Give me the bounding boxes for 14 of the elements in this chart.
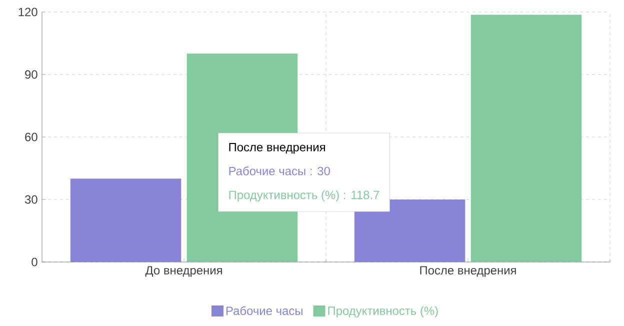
bar — [70, 178, 182, 262]
annotation: Рабочие часы : 30 — [229, 166, 330, 176]
y-tick-label: 120 — [18, 8, 38, 16]
y-tick-label: 90 — [25, 70, 38, 79]
bar — [470, 14, 582, 262]
y-tick-label: 30 — [24, 195, 38, 204]
y-tick-label: 60 — [25, 132, 38, 142]
y-tick-label: 0 — [32, 258, 38, 266]
annotation: Продуктивность (%) : 118.7 — [229, 190, 380, 202]
annotation: После внедрения — [229, 143, 325, 154]
legend-label: Рабочие часы — [226, 306, 302, 316]
legend-label: Продуктивность (%) — [328, 306, 438, 318]
x-tick-label: До внедрения — [145, 266, 222, 277]
bar — [354, 200, 466, 262]
